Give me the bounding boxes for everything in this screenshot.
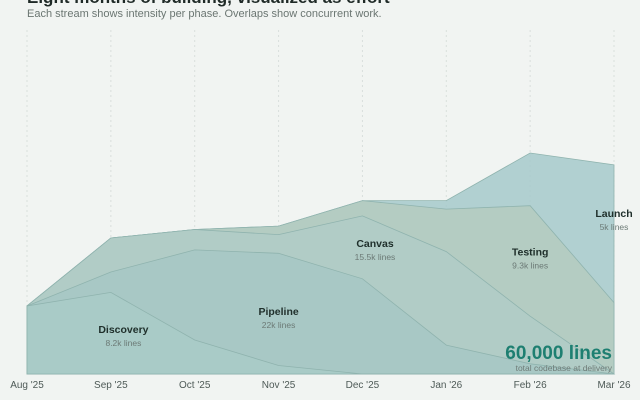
x-axis: Aug '25 Sep '25 Oct '25 Nov '25 Dec '25 Jan '… [10,380,631,391]
series-label-launch: Launch [595,208,632,220]
x-tick-label: Nov '25 [262,380,296,391]
series-detail-canvas: 15.5k lines [355,252,396,262]
series-detail-discovery: 8.2k lines [105,338,141,348]
series-label-pipeline: Pipeline [258,306,298,318]
series-detail-pipeline: 22k lines [262,320,296,330]
total-lines-value: 60,000 lines [505,343,612,364]
x-tick-label: Sep '25 [94,380,128,391]
total-lines-label: total codebase at delivery [516,363,613,373]
x-tick-label: Aug '25 [10,380,44,391]
total-callout: 60,000 lines total codebase at delivery [505,343,612,373]
chart-subtitle: Each stream shows intensity per phase. O… [27,8,382,20]
chart-title: Eight months of building, visualized as … [27,0,390,8]
series-label-canvas: Canvas [356,238,394,250]
x-tick-label: Jan '26 [430,380,462,391]
x-tick-label: Oct '25 [179,380,211,391]
series-detail-testing: 9.3k lines [512,260,548,270]
series-area-discovery [26,291,614,375]
series-detail-launch: 5k lines [600,222,629,232]
x-tick-label: Dec '25 [346,380,380,391]
x-tick-label: Feb '26 [514,380,547,391]
series-areas [26,152,616,375]
x-tick-label: Mar '26 [597,380,630,391]
series-labels: Discovery 8.2k lines Pipeline 22k lines Canv… [98,208,632,348]
series-label-testing: Testing [512,246,549,258]
series-label-discovery: Discovery [98,324,148,336]
